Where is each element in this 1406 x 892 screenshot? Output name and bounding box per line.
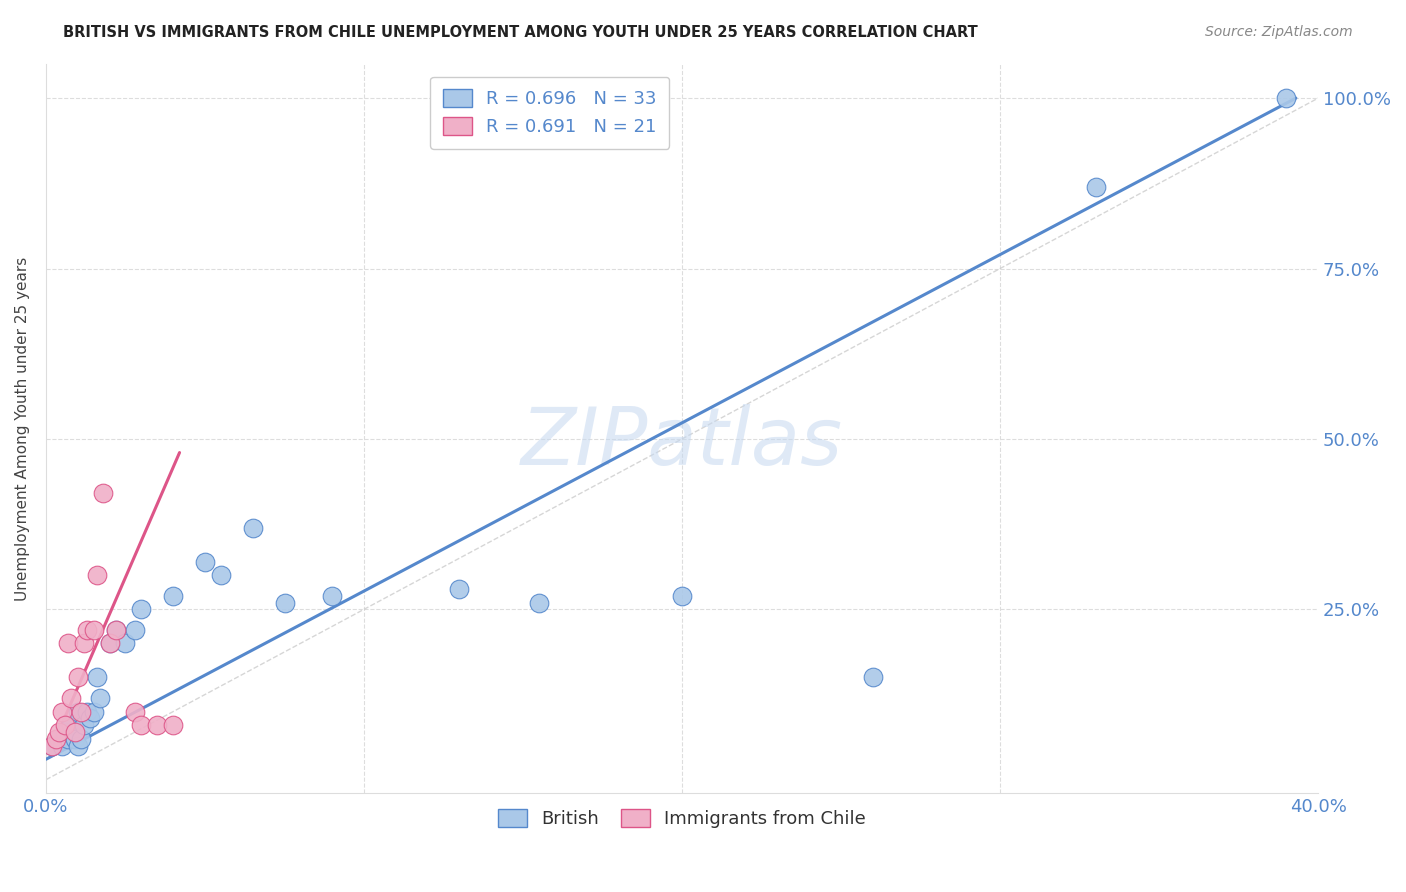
Point	[66, 739, 89, 753]
Point	[70, 731, 93, 746]
Point	[41, 739, 63, 753]
Point	[63, 731, 86, 746]
Point	[66, 705, 89, 719]
Point	[131, 718, 153, 732]
Point	[131, 602, 153, 616]
Point	[79, 711, 101, 725]
Point	[1275, 91, 1298, 105]
Point	[76, 623, 98, 637]
Point	[73, 718, 96, 732]
Point	[104, 623, 127, 637]
Point	[273, 595, 295, 609]
Point	[194, 555, 217, 569]
Point	[70, 705, 93, 719]
Text: ZIPatlas: ZIPatlas	[522, 404, 844, 483]
Point	[527, 595, 550, 609]
Point	[53, 718, 76, 732]
Point	[162, 718, 184, 732]
Point	[114, 636, 136, 650]
Point	[862, 671, 884, 685]
Point	[162, 589, 184, 603]
Legend: British, Immigrants from Chile: British, Immigrants from Chile	[491, 802, 873, 836]
Point	[48, 731, 70, 746]
Point	[66, 671, 89, 685]
Text: BRITISH VS IMMIGRANTS FROM CHILE UNEMPLOYMENT AMONG YOUTH UNDER 25 YEARS CORRELA: BRITISH VS IMMIGRANTS FROM CHILE UNEMPLO…	[63, 25, 979, 40]
Point	[58, 731, 80, 746]
Point	[86, 671, 108, 685]
Point	[58, 636, 80, 650]
Point	[83, 623, 105, 637]
Point	[60, 718, 83, 732]
Point	[51, 739, 73, 753]
Point	[76, 705, 98, 719]
Point	[73, 636, 96, 650]
Point	[63, 725, 86, 739]
Point	[124, 623, 146, 637]
Point	[86, 568, 108, 582]
Point	[41, 739, 63, 753]
Point	[671, 589, 693, 603]
Point	[83, 705, 105, 719]
Text: Source: ZipAtlas.com: Source: ZipAtlas.com	[1205, 25, 1353, 39]
Point	[1084, 179, 1107, 194]
Point	[98, 636, 121, 650]
Point	[44, 731, 66, 746]
Point	[209, 568, 232, 582]
Point	[51, 705, 73, 719]
Point	[321, 589, 343, 603]
Point	[98, 636, 121, 650]
Point	[60, 690, 83, 705]
Point	[449, 582, 471, 596]
Point	[48, 725, 70, 739]
Point	[89, 690, 111, 705]
Y-axis label: Unemployment Among Youth under 25 years: Unemployment Among Youth under 25 years	[15, 257, 30, 601]
Point	[53, 725, 76, 739]
Point	[91, 486, 114, 500]
Point	[146, 718, 169, 732]
Point	[104, 623, 127, 637]
Point	[242, 520, 264, 534]
Point	[124, 705, 146, 719]
